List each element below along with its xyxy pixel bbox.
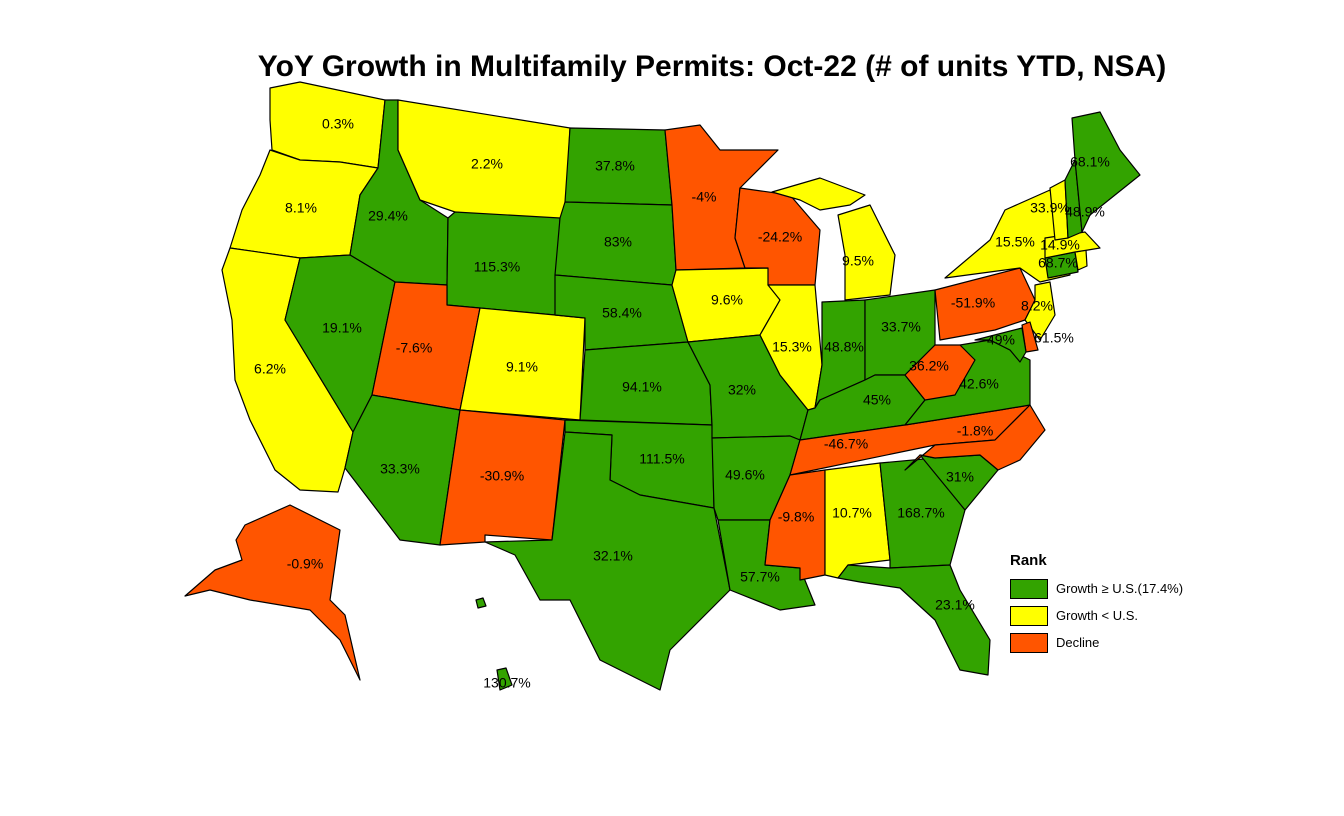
state-value-label-mo: 32% <box>728 382 756 398</box>
state-value-label-ny: 15.5% <box>995 234 1035 250</box>
legend-label: Growth < U.S. <box>1056 608 1138 623</box>
value-labels: 0.3% 8.1% 6.2% 29.4% 19.1% 2.2% 115.3% -7.6% 33.… <box>254 116 1110 691</box>
legend-title: Rank <box>1010 552 1047 569</box>
legend: Rank Growth ≥ U.S.(17.4%) Growth < U.S. … <box>1010 552 1183 656</box>
state-value-label-wa: 0.3% <box>322 116 354 132</box>
state-value-label-nh: 48.9% <box>1065 204 1105 220</box>
state-value-label-in: 48.8% <box>824 339 864 355</box>
state-value-label-mt: 2.2% <box>471 156 503 172</box>
map-title: YoY Growth in Multifamily Permits: Oct-2… <box>257 50 1167 83</box>
state-value-label-wv: 36.2% <box>909 358 949 374</box>
legend-swatch-green <box>1010 578 1048 599</box>
state-value-label-id: 29.4% <box>368 208 408 224</box>
state-nc[interactable] <box>904 404 1046 471</box>
states-layer <box>184 81 1141 691</box>
state-value-label-tx: 32.1% <box>593 548 633 564</box>
state-mi[interactable] <box>771 177 866 211</box>
state-me[interactable] <box>1071 111 1141 233</box>
legend-item-growth-high: Growth ≥ U.S.(17.4%) <box>1010 575 1183 602</box>
state-value-label-or: 8.1% <box>285 200 317 216</box>
legend-label: Growth ≥ U.S.(17.4%) <box>1056 581 1184 596</box>
state-hi-islands[interactable] <box>475 597 487 609</box>
state-hi[interactable] <box>496 667 513 691</box>
state-fl[interactable] <box>837 564 991 676</box>
state-value-label-ms: -9.8% <box>778 509 815 525</box>
state-value-label-hi: 130.7% <box>483 675 530 691</box>
state-value-label-pa: -51.9% <box>951 295 995 311</box>
state-value-label-md: 49% <box>987 332 1015 348</box>
state-value-label-nm: -30.9% <box>480 468 524 484</box>
state-value-label-ks: 94.1% <box>622 379 662 395</box>
state-value-label-va: 42.6% <box>959 376 999 392</box>
state-value-label-il: 15.3% <box>772 339 812 355</box>
state-value-label-ak: -0.9% <box>287 556 324 572</box>
state-value-label-co: 9.1% <box>506 359 538 375</box>
state-value-label-tn: -46.7% <box>824 436 868 452</box>
legend-label: Decline <box>1056 635 1100 650</box>
state-value-label-ga: 168.7% <box>897 505 944 521</box>
state-tx[interactable] <box>484 431 731 691</box>
state-value-label-ca: 6.2% <box>254 361 286 377</box>
state-ak[interactable] <box>184 504 361 681</box>
state-value-label-ok: 111.5% <box>639 451 684 467</box>
state-nj[interactable] <box>1024 281 1056 341</box>
legend-swatch-orange <box>1010 632 1048 653</box>
state-value-label-oh: 33.7% <box>881 319 921 335</box>
state-value-label-mn: -4% <box>692 189 717 205</box>
state-value-label-nv: 19.1% <box>322 320 362 336</box>
state-value-label-ar: 49.6% <box>725 467 765 483</box>
state-value-label-nd: 37.8% <box>595 158 635 174</box>
legend-swatch-yellow <box>1010 605 1048 626</box>
state-value-label-ut: -7.6% <box>396 340 433 356</box>
state-value-label-vt: 33.9% <box>1030 200 1070 216</box>
state-co[interactable] <box>459 307 586 421</box>
state-value-label-al: 10.7% <box>832 505 872 521</box>
state-value-label-wy: 115.3% <box>474 259 520 275</box>
state-value-label-ky: 45% <box>863 392 891 408</box>
state-value-label-ne: 58.4% <box>602 305 642 321</box>
state-mi-lower[interactable] <box>837 204 896 301</box>
state-value-label-sc: 31% <box>946 469 974 485</box>
state-value-label-nc: -1.8% <box>957 423 994 439</box>
state-value-label-az: 33.3% <box>380 461 420 477</box>
legend-item-growth-low: Growth < U.S. <box>1010 602 1183 629</box>
state-value-label-la: 57.7% <box>740 569 780 585</box>
state-value-label-ma: 14.9% <box>1040 237 1080 253</box>
state-value-label-ct: 68.7% <box>1038 255 1078 271</box>
state-value-label-ia: 9.6% <box>711 292 743 308</box>
state-value-label-fl: 23.1% <box>935 597 975 613</box>
state-value-label-me: 68.1% <box>1070 154 1110 170</box>
state-wv[interactable] <box>904 344 976 401</box>
state-value-label-de: 61.5% <box>1034 330 1074 346</box>
state-value-label-wi: -24.2% <box>758 229 802 245</box>
state-value-label-nj: 8.2% <box>1021 298 1053 314</box>
legend-item-decline: Decline <box>1010 629 1183 656</box>
state-md[interactable] <box>974 327 1027 363</box>
state-value-label-sd: 83% <box>604 234 632 250</box>
state-value-label-mi: 9.5% <box>842 253 874 269</box>
